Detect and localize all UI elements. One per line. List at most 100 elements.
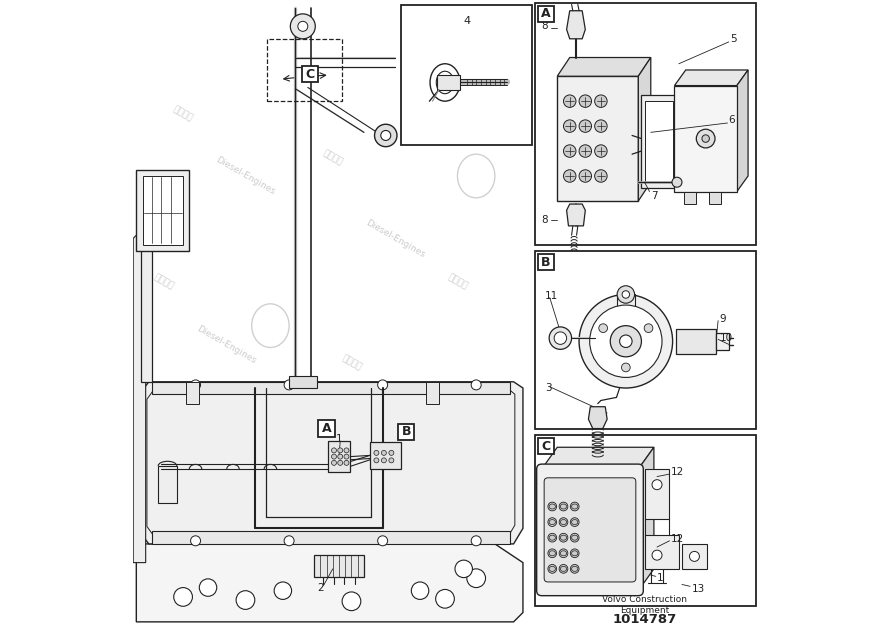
Bar — [370, 442, 401, 469]
Circle shape — [559, 533, 568, 542]
Circle shape — [377, 536, 388, 546]
Text: 8: 8 — [542, 214, 548, 225]
Text: 紫发动力: 紫发动力 — [340, 353, 363, 372]
Circle shape — [563, 170, 576, 182]
Text: 紫发动力: 紫发动力 — [446, 273, 469, 291]
Text: 3: 3 — [545, 383, 552, 393]
Bar — [536, 435, 756, 606]
Text: 12: 12 — [671, 534, 684, 544]
Bar — [426, 382, 439, 404]
Circle shape — [563, 120, 576, 132]
Bar — [557, 76, 638, 201]
Circle shape — [337, 448, 343, 453]
Bar — [141, 238, 152, 382]
Bar — [682, 544, 707, 569]
Circle shape — [331, 448, 336, 453]
Bar — [536, 251, 756, 428]
Circle shape — [342, 592, 360, 611]
Circle shape — [382, 450, 386, 455]
Text: 紫发动力: 紫发动力 — [570, 67, 594, 86]
FancyBboxPatch shape — [544, 478, 635, 582]
Circle shape — [563, 95, 576, 108]
Circle shape — [381, 130, 391, 140]
Text: C: C — [305, 68, 314, 81]
Polygon shape — [140, 382, 523, 544]
Bar — [152, 532, 511, 544]
FancyBboxPatch shape — [537, 464, 643, 596]
Circle shape — [389, 450, 394, 455]
Polygon shape — [567, 11, 586, 39]
Circle shape — [652, 550, 662, 560]
Bar — [708, 192, 721, 204]
Text: 8: 8 — [542, 21, 548, 31]
Bar — [267, 39, 342, 101]
Polygon shape — [542, 447, 654, 469]
Text: Volvo Construction
Equipment: Volvo Construction Equipment — [602, 595, 687, 615]
Circle shape — [389, 458, 394, 463]
Bar — [538, 254, 554, 270]
Circle shape — [375, 125, 397, 147]
Text: Diesel-Engines: Diesel-Engines — [601, 118, 663, 159]
Text: 4: 4 — [464, 16, 471, 26]
Circle shape — [644, 324, 653, 333]
Circle shape — [284, 380, 294, 390]
Bar — [536, 3, 756, 245]
Circle shape — [548, 518, 556, 526]
Circle shape — [611, 326, 642, 357]
Circle shape — [599, 324, 608, 333]
Circle shape — [652, 480, 662, 489]
Text: Diesel-Engines: Diesel-Engines — [445, 492, 507, 533]
Circle shape — [284, 536, 294, 546]
Polygon shape — [557, 57, 651, 76]
Bar — [152, 382, 511, 394]
Bar — [538, 6, 554, 22]
Circle shape — [549, 327, 571, 349]
Circle shape — [190, 380, 200, 390]
Polygon shape — [638, 57, 651, 201]
Bar — [538, 438, 554, 454]
Bar — [319, 420, 335, 437]
Circle shape — [199, 579, 217, 596]
Bar — [314, 555, 364, 577]
Text: C: C — [541, 440, 551, 452]
Circle shape — [455, 560, 473, 577]
Circle shape — [548, 549, 556, 558]
Text: Diesel-Engines: Diesel-Engines — [196, 324, 258, 365]
Circle shape — [298, 21, 308, 31]
Bar — [398, 423, 415, 440]
Circle shape — [471, 380, 481, 390]
Bar — [186, 382, 198, 404]
Circle shape — [595, 170, 607, 182]
Circle shape — [344, 448, 349, 453]
Circle shape — [411, 582, 429, 599]
Circle shape — [374, 458, 379, 463]
Circle shape — [579, 95, 592, 108]
Circle shape — [570, 564, 579, 573]
Text: B: B — [401, 425, 411, 438]
Text: Diesel-Engines: Diesel-Engines — [227, 492, 289, 533]
Circle shape — [374, 450, 379, 455]
Text: 紫发动力: 紫发动力 — [570, 273, 594, 291]
Text: 紫发动力: 紫发动力 — [153, 273, 176, 291]
Text: 10: 10 — [719, 333, 732, 343]
Circle shape — [595, 145, 607, 157]
Polygon shape — [567, 204, 586, 226]
Polygon shape — [737, 70, 748, 192]
Circle shape — [344, 454, 349, 459]
Text: 13: 13 — [692, 584, 705, 594]
Bar — [684, 192, 696, 204]
Circle shape — [435, 589, 455, 608]
Circle shape — [570, 518, 579, 526]
Circle shape — [702, 135, 709, 142]
Bar — [136, 170, 190, 251]
Circle shape — [548, 502, 556, 511]
Bar — [676, 329, 716, 353]
Bar — [675, 86, 737, 192]
Text: 5: 5 — [731, 34, 737, 44]
Circle shape — [559, 518, 568, 526]
Text: 11: 11 — [545, 291, 558, 301]
Circle shape — [337, 460, 343, 465]
Circle shape — [554, 332, 567, 344]
Polygon shape — [136, 544, 523, 622]
Circle shape — [274, 582, 292, 599]
